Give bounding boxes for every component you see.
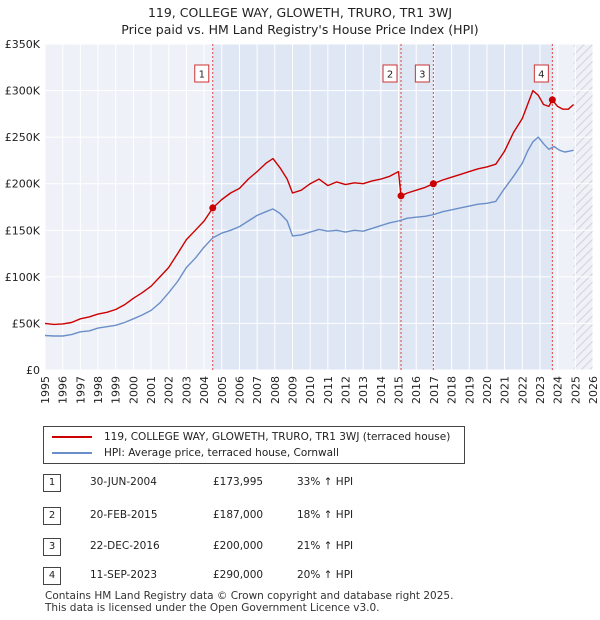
- x-tick-label: 1998: [92, 376, 105, 404]
- y-tick-label: £0: [26, 364, 40, 377]
- sale-number-box: [194, 64, 210, 83]
- x-tick-label: 2025: [569, 376, 582, 404]
- sale-hpi-diff: 20% ↑ HPI: [297, 569, 354, 581]
- legend: 119, COLLEGE WAY, GLOWETH, TRURO, TR1 3W…: [43, 426, 465, 464]
- x-tick-label: 2018: [446, 376, 459, 404]
- x-tick-label: 2015: [393, 376, 406, 404]
- property-price-line: [44, 89, 575, 326]
- x-tick-label: 2007: [251, 376, 264, 404]
- hpi-line: [44, 136, 574, 337]
- x-tick-label: 2023: [534, 376, 547, 404]
- x-tick-label: 2014: [375, 376, 388, 404]
- sale-number-badge: 4: [43, 567, 61, 585]
- sale-hpi-diff: 18% ↑ HPI: [297, 509, 354, 521]
- x-tick-label: 2016: [410, 376, 423, 404]
- sale-date: 22-DEC-2016: [90, 540, 160, 552]
- x-tick-label: 2010: [304, 376, 317, 404]
- x-tick-label: 2000: [127, 376, 140, 404]
- table-row: 1 30-JUN-2004 £173,995 33% ↑ HPI: [43, 474, 463, 492]
- sale-number-badge: 3: [43, 538, 61, 556]
- table-row: 4 11-SEP-2023 £290,000 20% ↑ HPI: [43, 567, 463, 585]
- y-tick-label: £50K: [12, 317, 41, 330]
- legend-swatch-hpi: [52, 452, 92, 454]
- x-tick-label: 2004: [198, 376, 211, 404]
- x-tick-label: 2006: [233, 376, 246, 404]
- legend-label-property: 119, COLLEGE WAY, GLOWETH, TRURO, TR1 3W…: [104, 431, 451, 443]
- sale-number-label: 2: [387, 70, 393, 81]
- x-tick-label: 1997: [74, 376, 87, 404]
- sale-number-box: [382, 64, 398, 83]
- x-tick-label: 2009: [286, 376, 299, 404]
- legend-label-hpi: HPI: Average price, terraced house, Corn…: [104, 447, 339, 459]
- x-tick-label: 2005: [216, 376, 229, 404]
- sale-number-badge: 1: [43, 474, 61, 492]
- x-tick-label: 2011: [322, 376, 335, 404]
- sale-date: 30-JUN-2004: [90, 476, 157, 488]
- x-tick-label: 2012: [340, 376, 353, 404]
- sale-number-label: 1: [199, 70, 205, 81]
- sale-number-label: 4: [538, 70, 544, 81]
- y-tick-label: £100K: [5, 271, 41, 284]
- x-tick-label: 1995: [39, 376, 52, 404]
- x-tick-label: 1996: [57, 376, 70, 404]
- sale-number-box: [414, 64, 430, 83]
- x-tick-label: 1999: [110, 376, 123, 404]
- footer: Contains HM Land Registry data © Crown c…: [45, 590, 453, 614]
- x-tick-label: 2003: [180, 376, 193, 404]
- x-tick-label: 2002: [163, 376, 176, 404]
- y-tick-label: £150K: [5, 224, 41, 237]
- table-row: 3 22-DEC-2016 £200,000 21% ↑ HPI: [43, 538, 463, 556]
- x-tick-label: 2021: [499, 376, 512, 404]
- sale-point: [397, 192, 405, 200]
- sale-date: 20-FEB-2015: [90, 509, 158, 521]
- sale-price: £290,000: [213, 569, 264, 581]
- sale-hpi-diff: 21% ↑ HPI: [297, 540, 354, 552]
- sale-price: £200,000: [213, 540, 264, 552]
- ownership-shaded-region: [212, 44, 553, 370]
- sale-point: [209, 204, 217, 212]
- legend-item-property: 119, COLLEGE WAY, GLOWETH, TRURO, TR1 3W…: [52, 429, 450, 445]
- sale-date: 11-SEP-2023: [90, 569, 158, 581]
- x-tick-label: 2001: [145, 376, 158, 404]
- y-tick-label: £250K: [5, 131, 41, 144]
- legend-item-hpi: HPI: Average price, terraced house, Corn…: [52, 445, 339, 461]
- x-tick-label: 2024: [552, 376, 565, 404]
- title-line-2: Price paid vs. HM Land Registry's House …: [121, 22, 479, 37]
- sale-number-badge: 2: [43, 507, 61, 525]
- sale-number-box: [533, 64, 549, 83]
- y-tick-label: £200K: [5, 178, 41, 191]
- price-chart: £0 £50K £100K £150K £200K £250K £300K £350K 1995…: [5, 38, 600, 404]
- sale-price: £173,995: [213, 476, 264, 488]
- sale-point: [429, 180, 437, 188]
- table-row: 2 20-FEB-2015 £187,000 18% ↑ HPI: [43, 507, 463, 525]
- sale-hpi-diff: 33% ↑ HPI: [297, 476, 354, 488]
- x-tick-label: 2013: [357, 376, 370, 404]
- y-tick-label: £350K: [5, 38, 41, 51]
- footer-line-1: Contains HM Land Registry data © Crown c…: [45, 590, 454, 602]
- y-tick-label: £300K: [5, 85, 41, 98]
- x-tick-label: 2019: [463, 376, 476, 404]
- forecast-hatched-region: [573, 44, 593, 370]
- sale-price: £187,000: [213, 509, 264, 521]
- x-tick-label: 2020: [481, 376, 494, 404]
- sale-number-label: 3: [419, 70, 425, 81]
- sale-point: [548, 96, 556, 104]
- x-tick-label: 2026: [587, 376, 600, 404]
- footer-line-2: This data is licensed under the Open Gov…: [45, 602, 380, 614]
- chart-title: 119, COLLEGE WAY, GLOWETH, TRURO, TR1 3W…: [0, 4, 600, 38]
- x-tick-label: 2017: [428, 376, 441, 404]
- legend-swatch-property: [52, 436, 92, 438]
- title-line-1: 119, COLLEGE WAY, GLOWETH, TRURO, TR1 3W…: [147, 5, 453, 20]
- x-tick-label: 2022: [516, 376, 529, 404]
- x-tick-label: 2008: [269, 376, 282, 404]
